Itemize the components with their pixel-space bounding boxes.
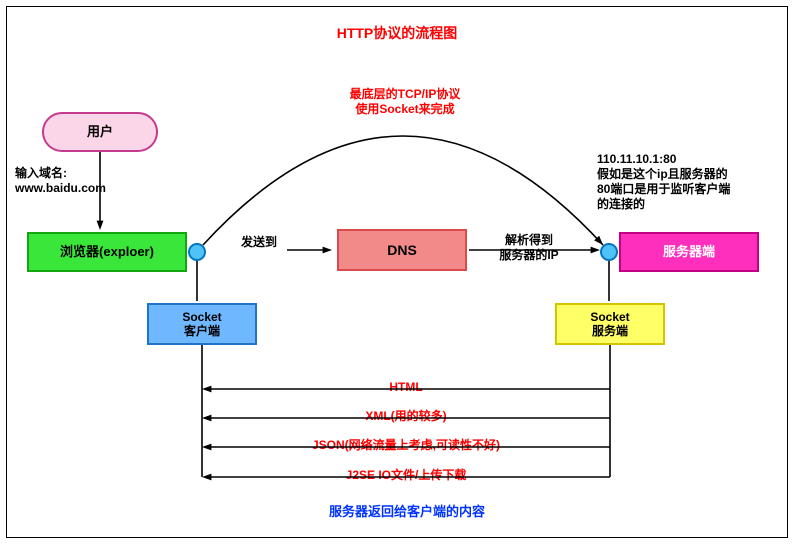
label-server-info: 110.11.10.1:80假如是这个ip且服务器的80端口是用于监听客户端的连… [597,152,777,212]
response-label-1: XML(用的较多) [361,409,450,424]
node-dns: DNS [337,229,467,271]
response-label-0: HTML [385,380,426,395]
diagram-title: HTTP协议的流程图 [247,25,547,43]
label-send-to: 发送到 [229,235,289,250]
label-resolve-ip: 解析得到服务器的IP [484,233,574,263]
socket-client-bottom: 客户端 [184,324,220,338]
response-label-3: J2SE IO文件/上传下载 [342,468,471,483]
label-input-domain: 输入域名:www.baidu.com [15,166,155,196]
node-server: 服务器端 [619,232,759,272]
diagram-canvas: HTTP协议的流程图 用户 浏览器(exploer) DNS 服务器端 Sock… [6,6,788,538]
socket-server-top: Socket [590,310,629,324]
node-socket-client: Socket 客户端 [147,303,257,345]
response-label-2: JSON(网络流量上考虑,可读性不好) [308,438,504,453]
node-socket-server: Socket 服务端 [555,303,665,345]
node-browser: 浏览器(exploer) [27,232,187,272]
label-tcp-ip: 最底层的TCP/IP协议使用Socket来完成 [305,87,505,117]
socket-client-top: Socket [182,310,221,324]
socket-server-bottom: 服务端 [592,324,628,338]
junction-left [188,243,206,261]
junction-right [600,243,618,261]
label-response-caption: 服务器返回给客户端的内容 [277,504,537,520]
node-user: 用户 [42,112,158,152]
